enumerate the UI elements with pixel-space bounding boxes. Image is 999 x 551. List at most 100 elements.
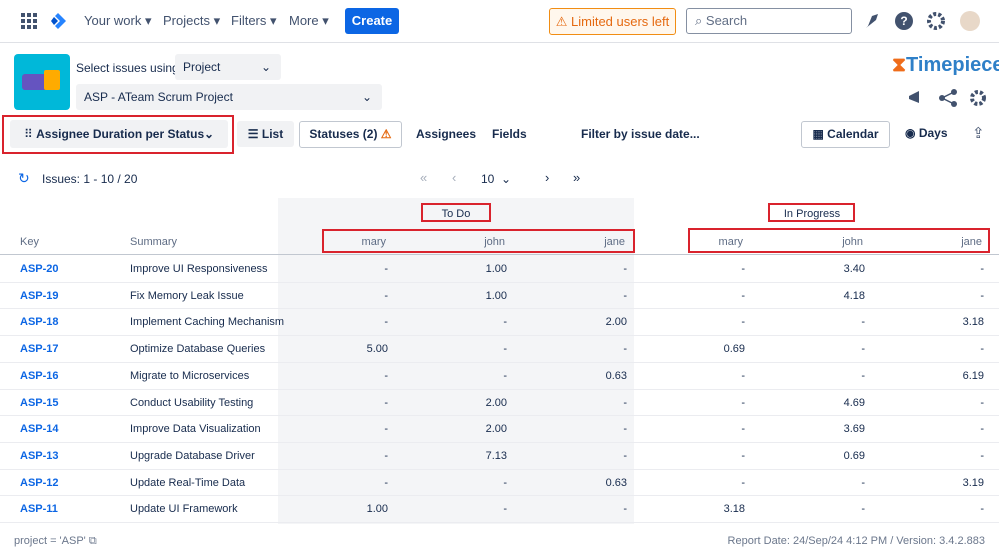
first-page[interactable]: «	[420, 170, 428, 185]
duration-cell: -	[861, 503, 865, 516]
duration-cell: 2.00	[485, 423, 507, 436]
issue-key[interactable]: ASP-20	[20, 263, 59, 275]
issue-summary: Improve Data Visualization	[130, 423, 261, 436]
svg-text:?: ?	[900, 14, 907, 28]
duration-cell: -	[384, 263, 388, 275]
duration-cell: 3.40	[843, 263, 865, 275]
status-group: To Do	[441, 208, 471, 220]
calendar-button[interactable]: ▦ Calendar	[801, 121, 890, 148]
days-toggle[interactable]: ◉ Days	[905, 126, 948, 140]
view-label[interactable]: Assignee Duration per Status	[36, 127, 205, 141]
issue-key[interactable]: ASP-17	[20, 343, 59, 356]
issue-summary: Implement Caching Mechanism	[130, 316, 285, 329]
project-value[interactable]: ASP - ATeam Scrum Project	[84, 90, 233, 104]
duration-cell: -	[384, 289, 388, 302]
nav-filters[interactable]: Filters ▾	[231, 13, 277, 28]
issue-key[interactable]: ASP-14	[20, 423, 59, 436]
duration-cell: -	[623, 503, 627, 516]
export-icon[interactable]: ⇪	[972, 125, 985, 142]
issue-key[interactable]: ASP-12	[20, 476, 59, 489]
issue-summary: Update UI Framework	[130, 503, 238, 516]
warning-button[interactable]: ⚠ Limited users left	[549, 8, 676, 35]
issue-key[interactable]: ASP-19	[20, 289, 59, 302]
app-switcher[interactable]	[20, 12, 38, 30]
duration-cell: 4.18	[843, 289, 865, 302]
nav-more[interactable]: More ▾	[289, 13, 329, 28]
assignees-button[interactable]: Assignees	[416, 127, 477, 141]
highlight-box	[421, 203, 491, 222]
avatar[interactable]	[960, 11, 980, 31]
next-page[interactable]: ›	[545, 170, 550, 185]
nav-label[interactable]: Filters	[231, 13, 267, 28]
search-placeholder[interactable]: Search	[705, 13, 748, 28]
duration-cell: 1.00	[485, 289, 507, 302]
statuses-label[interactable]: Statuses (2)	[309, 127, 378, 141]
issue-key[interactable]: ASP-18	[20, 316, 59, 329]
calendar-label[interactable]: Calendar	[827, 127, 879, 141]
duration-cell: -	[623, 343, 627, 356]
assignee-header: john	[842, 236, 863, 248]
issue-key[interactable]: ASP-15	[20, 396, 59, 409]
jira-logo[interactable]	[48, 11, 68, 31]
highlight-box	[688, 228, 990, 253]
last-page[interactable]: »	[573, 170, 581, 185]
issue-summary: Migrate to Microservices	[130, 369, 250, 382]
duration-cell: -	[623, 396, 627, 409]
issue-key[interactable]: ASP-11	[20, 503, 58, 516]
duration-cell: 3.69	[843, 423, 865, 436]
nav-label[interactable]: Your work	[84, 13, 142, 28]
row-line	[0, 522, 999, 523]
issue-count: Issues: 1 - 10 / 20	[42, 172, 138, 186]
view-select[interactable]: ⠿ Assignee Duration per Status ⌄	[10, 120, 228, 148]
page-size-value[interactable]: 10	[481, 172, 495, 186]
nav-label[interactable]: Projects	[163, 13, 210, 28]
select-type[interactable]: Project ⌄	[175, 54, 281, 80]
duration-cell: -	[741, 316, 745, 329]
duration-cell: -	[623, 289, 627, 302]
issue-key[interactable]: ASP-16	[20, 369, 59, 382]
refresh-icon[interactable]: ↻	[18, 170, 30, 186]
settings-icon[interactable]	[970, 90, 986, 106]
query-label[interactable]: project = 'ASP'	[14, 535, 86, 547]
warning-label[interactable]: Limited users left	[571, 14, 670, 29]
duration-cell: -	[741, 476, 745, 489]
duration-cell: -	[384, 316, 388, 329]
search-box[interactable]: ⌕ Search	[686, 8, 852, 34]
project-select[interactable]: ASP - ATeam Scrum Project ⌄	[76, 84, 382, 110]
duration-cell: -	[980, 289, 984, 302]
issue-summary: Fix Memory Leak Issue	[130, 289, 244, 302]
announce-icon[interactable]	[909, 91, 919, 103]
page-size[interactable]: 10 ⌄	[481, 172, 512, 186]
statuses-button[interactable]: Statuses (2) ⚠	[299, 121, 402, 148]
duration-cell: -	[503, 369, 507, 382]
date-filter[interactable]: Filter by issue date...	[581, 127, 700, 141]
duration-cell: 3.19	[962, 476, 984, 489]
duration-cell: -	[623, 263, 627, 275]
list-label[interactable]: List	[261, 127, 284, 141]
fields-button[interactable]: Fields	[492, 127, 527, 141]
query-text[interactable]: project = 'ASP' ⧉	[14, 535, 97, 547]
duration-cell: -	[980, 343, 984, 356]
days-label[interactable]: Days	[918, 126, 948, 140]
nav-label[interactable]: More	[289, 13, 319, 28]
create-button[interactable]: Create	[345, 8, 399, 34]
duration-cell: -	[384, 449, 388, 462]
list-button[interactable]: ☰ List	[237, 121, 294, 147]
issue-summary: Conduct Usability Testing	[130, 396, 254, 409]
issue-key[interactable]: ASP-13	[20, 449, 59, 462]
duration-cell: 0.63	[605, 476, 627, 489]
row-line	[0, 388, 999, 390]
nav-projects[interactable]: Projects ▾	[163, 13, 221, 28]
help-icon[interactable]	[895, 12, 913, 30]
share-icon[interactable]	[939, 89, 957, 107]
select-value[interactable]: Project	[183, 60, 221, 74]
assignee-header: mary	[718, 236, 743, 248]
settings-icon[interactable]	[927, 12, 945, 30]
duration-cell: -	[980, 396, 984, 409]
notifications-icon[interactable]	[866, 14, 878, 28]
duration-cell: 1.00	[485, 263, 507, 275]
prev-page[interactable]: ‹	[452, 170, 457, 185]
nav-your-work[interactable]: Your work ▾	[84, 13, 152, 28]
header-line	[0, 254, 999, 255]
row-line	[0, 495, 999, 497]
